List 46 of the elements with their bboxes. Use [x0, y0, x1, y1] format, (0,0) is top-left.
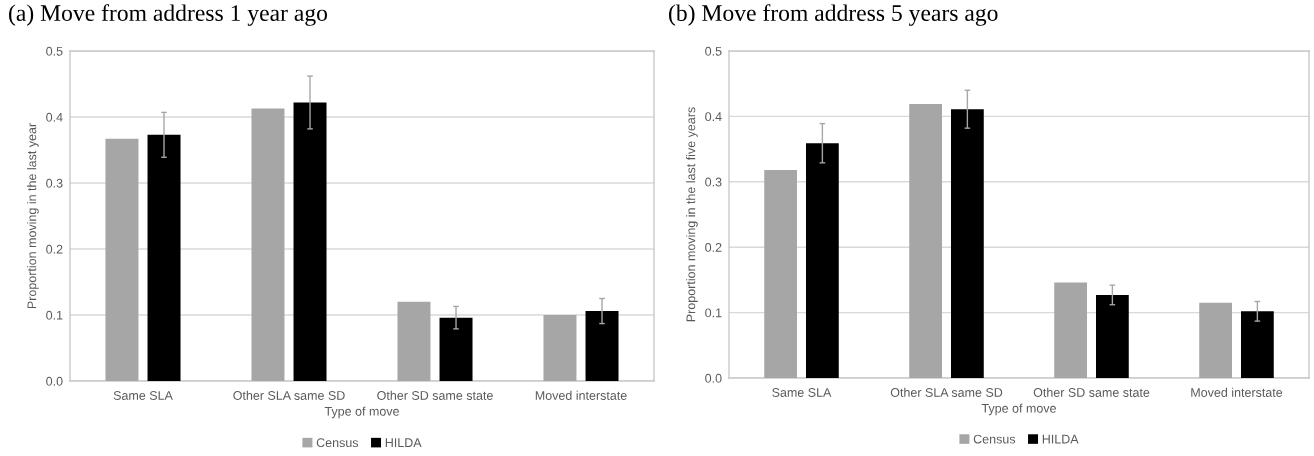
y-tick-label: 0.0	[705, 373, 722, 383]
x-tick-label: Other SD same state	[377, 390, 493, 400]
x-tick-label: Same SLA	[113, 391, 173, 400]
y-tick-label: 0.5	[46, 46, 63, 56]
y-tick-label: 0.4	[46, 112, 63, 122]
legend-label: HILDA	[1042, 434, 1079, 444]
bar	[147, 134, 181, 381]
y-tick-label: 0.1	[705, 308, 722, 318]
y-axis-title: Proportion moving in the last year	[27, 123, 39, 309]
y-tick-label: 0.2	[46, 244, 63, 254]
bar	[1095, 294, 1129, 378]
bar	[1240, 311, 1274, 378]
bar	[105, 138, 139, 381]
x-tick-label: Same SLA	[772, 388, 832, 397]
bar	[1199, 302, 1232, 378]
x-tick-label: Other SLA same SD	[890, 387, 1003, 397]
bar	[251, 108, 285, 381]
chart-title: (b) Move from address 5 years ago	[669, 4, 998, 26]
chart-title: (a) Move from address 1 year ago	[9, 4, 328, 26]
legend-label: Census	[316, 438, 359, 448]
x-tick-label: Moved interstate	[535, 390, 627, 400]
y-tick-label: 0.0	[46, 376, 63, 386]
bar	[764, 170, 797, 378]
y-tick-label: 0.3	[46, 178, 63, 188]
y-tick-label: 0.5	[705, 46, 722, 56]
bar	[909, 103, 942, 378]
x-tick-label: Other SD same state	[1033, 387, 1150, 397]
legend-label: HILDA	[385, 438, 422, 447]
y-tick-label: 0.3	[705, 177, 722, 187]
bar	[805, 143, 839, 378]
bar	[439, 317, 473, 381]
bar	[1054, 282, 1087, 378]
bar	[293, 102, 327, 381]
y-tick-label: 0.4	[705, 112, 722, 122]
x-tick-label: Moved interstate	[1191, 387, 1283, 397]
bar	[397, 301, 431, 381]
bar	[543, 315, 577, 381]
x-tick-label: Other SLA same SD	[233, 390, 345, 400]
bar	[585, 311, 619, 381]
y-tick-label: 0.2	[705, 243, 722, 252]
bar	[950, 109, 984, 378]
y-tick-label: 0.1	[46, 310, 63, 320]
legend-label: Census	[973, 434, 1016, 444]
x-axis-title: Type of move	[324, 406, 399, 419]
y-axis-title: Proportion moving in the last five years	[686, 107, 698, 322]
x-axis-title: Type of move	[981, 403, 1056, 416]
